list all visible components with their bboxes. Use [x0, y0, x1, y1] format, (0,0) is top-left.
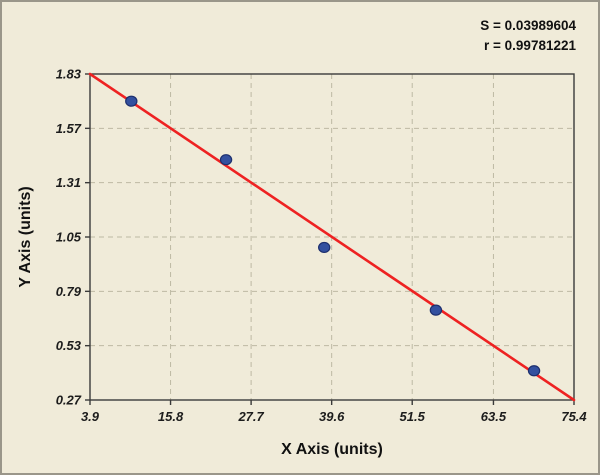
regression-line — [88, 72, 576, 402]
x-tick-label: 75.4 — [561, 409, 587, 424]
data-point — [429, 304, 443, 316]
data-point — [527, 365, 541, 377]
data-point — [318, 241, 331, 254]
y-tick-label: 0.27 — [56, 393, 82, 408]
x-tick-label: 39.6 — [319, 409, 345, 424]
data-point — [219, 154, 233, 166]
x-axis-title: X Axis (units) — [281, 441, 383, 458]
stat-s-value: S = 0.03989604 — [480, 18, 576, 33]
x-tick-label: 15.8 — [158, 409, 184, 424]
y-tick-label: 1.57 — [56, 121, 82, 136]
y-tick-label: 0.53 — [56, 338, 82, 353]
y-tick-label: 1.31 — [56, 175, 81, 190]
stats-block: S = 0.03989604 r = 0.99781221 — [480, 16, 576, 57]
data-point — [125, 95, 138, 107]
y-tick-label: 1.05 — [56, 230, 82, 245]
y-tick-label: 1.83 — [56, 67, 82, 82]
stat-r-value: r = 0.99781221 — [484, 38, 576, 54]
y-axis-title: Y Axis (units) — [17, 186, 34, 288]
y-tick-label: 0.79 — [56, 284, 82, 299]
x-tick-label: 3.9 — [81, 409, 100, 424]
x-tick-label: 51.5 — [400, 409, 426, 424]
x-tick-label: 27.7 — [237, 409, 264, 424]
x-tick-label: 63.5 — [481, 409, 507, 424]
